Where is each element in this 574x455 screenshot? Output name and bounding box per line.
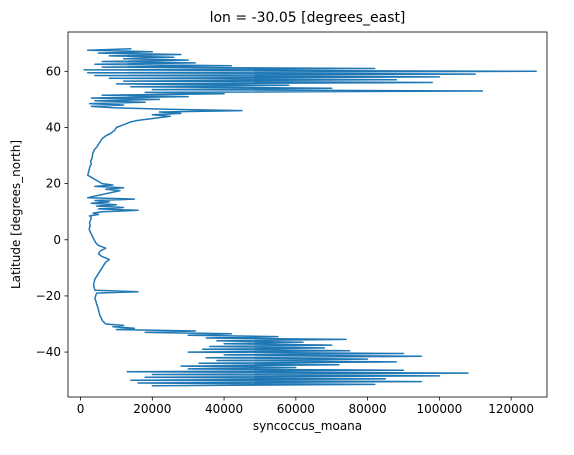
x-tick-label: 20000 xyxy=(133,402,171,416)
x-tick-label: 80000 xyxy=(349,402,387,416)
x-tick-label: 120000 xyxy=(488,402,534,416)
series-line-0 xyxy=(83,48,537,387)
plot-frame xyxy=(67,31,548,398)
y-tick-label: 40 xyxy=(46,120,61,134)
x-tick-label: 100000 xyxy=(416,402,462,416)
y-axis-label: Latitude [degrees_north] xyxy=(9,140,23,289)
x-axis-label: syncoccus_moana xyxy=(253,419,362,433)
y-tick-label: 60 xyxy=(46,64,61,78)
y-tick-label: −40 xyxy=(36,345,61,359)
plot-area: 0 20000 40000 60000 80000 100000 120000 −40 −20 0… xyxy=(9,10,548,433)
y-tick-label: 20 xyxy=(46,177,61,191)
y-tick-label: 0 xyxy=(53,233,61,247)
chart-title: lon = -30.05 [degrees_east] xyxy=(210,10,406,26)
x-tick-label: 40000 xyxy=(205,402,243,416)
x-tick-label: 60000 xyxy=(277,402,315,416)
x-tick-label: 0 xyxy=(77,402,85,416)
y-tick-label: −20 xyxy=(36,289,61,303)
